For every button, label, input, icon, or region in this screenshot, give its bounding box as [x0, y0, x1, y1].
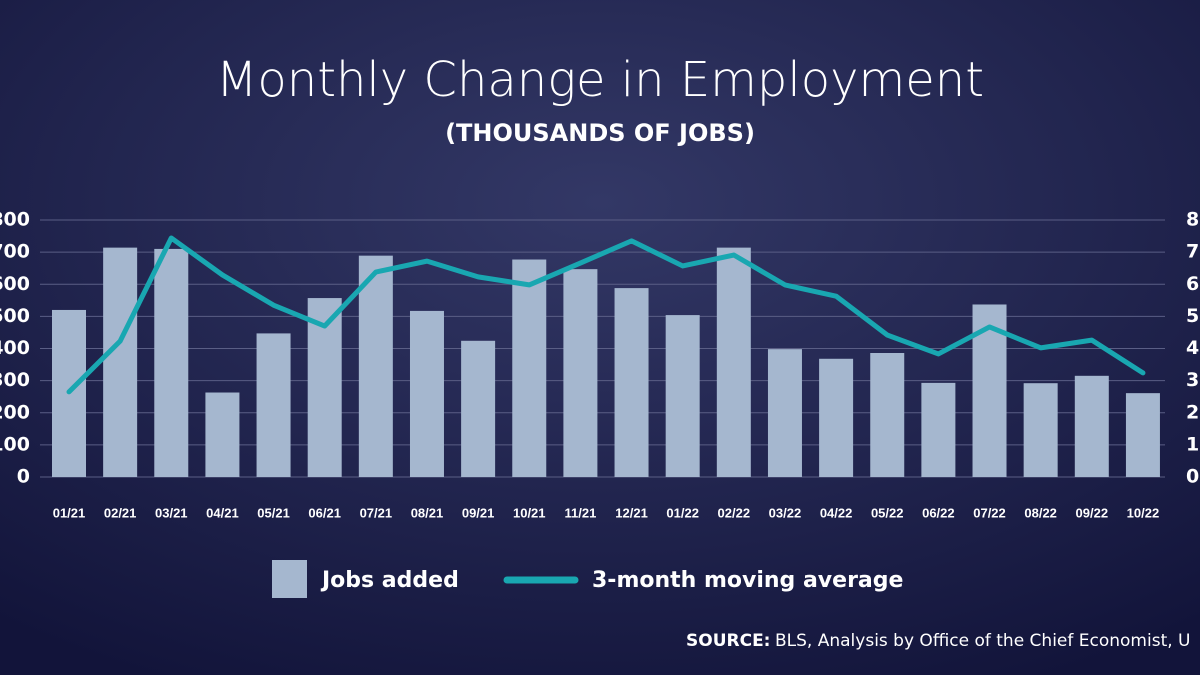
x-tick-label: 04/21	[206, 505, 239, 520]
x-tick-label: 08/21	[411, 505, 444, 520]
bar	[461, 340, 496, 477]
x-tick-label: 05/22	[871, 505, 904, 520]
x-tick-label: 03/21	[155, 505, 188, 520]
y-tick-label: 0	[17, 466, 30, 488]
x-tick-label: 01/22	[666, 505, 699, 520]
x-tick-label: 12/21	[615, 505, 648, 520]
bar	[921, 382, 956, 477]
x-tick-label: 07/22	[973, 505, 1006, 520]
legend-swatch	[272, 560, 307, 598]
x-tick-label: 03/22	[769, 505, 802, 520]
bar	[767, 349, 802, 477]
x-tick-label: 09/21	[462, 505, 495, 520]
x-tick-label: 11/21	[564, 505, 596, 520]
line	[66, 235, 1146, 395]
y2-tick-label: 400	[1186, 337, 1200, 359]
y2-tick-label: 200	[1186, 401, 1200, 423]
x-tick-label: 06/21	[308, 505, 341, 520]
y-tick-label: 200	[0, 401, 30, 423]
y2-tick-label: 600	[1186, 273, 1200, 295]
x-tick-label: 08/22	[1024, 505, 1057, 520]
x-tick-label: 05/21	[257, 505, 290, 520]
x-tick-label: 06/22	[922, 505, 955, 520]
y2-tick-label: 0	[1186, 466, 1199, 488]
y-tick-label: 600	[0, 273, 30, 295]
bar	[1125, 393, 1160, 477]
y-tick-label: 100	[0, 433, 30, 455]
x-tick-label: 07/21	[360, 505, 393, 520]
chart-subtitle: (THOUSANDS OF JOBS)	[445, 119, 755, 147]
bar	[358, 255, 393, 477]
chart-title: Monthly Change in Employment	[216, 52, 984, 108]
legend-label: Jobs added	[320, 568, 459, 593]
y-tick-label: 400	[0, 337, 30, 359]
y-tick-label: 700	[0, 241, 30, 263]
x-tick-label: 01/21	[53, 505, 86, 520]
x-tick-label: 02/22	[718, 505, 751, 520]
source-label: SOURCE:	[686, 631, 770, 651]
bar	[205, 392, 240, 477]
y-tick-label: 800	[0, 209, 30, 231]
y2-tick-label: 700	[1186, 241, 1200, 263]
bar	[665, 315, 700, 477]
bar	[154, 248, 189, 477]
y-tick-label: 300	[0, 369, 30, 391]
x-tick-label: 10/21	[513, 505, 546, 520]
bar	[1023, 383, 1058, 477]
y2-tick-label: 500	[1186, 305, 1200, 327]
bar	[409, 310, 444, 477]
bar	[870, 352, 905, 477]
y-tick-label: 500	[0, 305, 30, 327]
x-tick-label: 10/22	[1127, 505, 1160, 520]
y2-tick-label: 800	[1186, 209, 1200, 231]
bar	[1074, 375, 1109, 477]
bar	[512, 259, 547, 477]
x-tick-label: 02/21	[104, 505, 137, 520]
bar	[614, 288, 649, 477]
y2-tick-label: 100	[1186, 433, 1200, 455]
bar	[256, 333, 291, 477]
bar	[563, 269, 598, 477]
y2-tick-label: 300	[1186, 369, 1200, 391]
bar	[819, 358, 854, 477]
x-tick-label: 09/22	[1076, 505, 1109, 520]
x-tick-label: 04/22	[820, 505, 853, 520]
bar	[716, 247, 751, 477]
bar	[103, 247, 138, 477]
legend-label: 3-month moving average	[592, 568, 903, 593]
source: BLS, Analysis by Office of the Chief Eco…	[775, 631, 1191, 651]
